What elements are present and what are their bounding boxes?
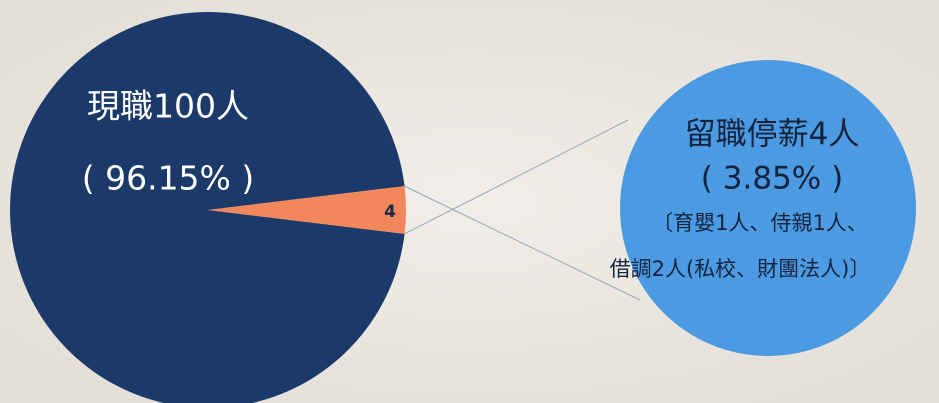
data-label: 4 (384, 202, 396, 222)
category-label: 留職停薪4人 (685, 117, 860, 153)
detail-line: 借調2人(私校、財團法人)〕 (610, 257, 871, 281)
percent-label: ( 3.85% ) (701, 161, 843, 197)
detail-circle (620, 60, 916, 356)
connector-line (404, 119, 629, 235)
connector-line (404, 185, 641, 301)
pie-slice (10, 12, 405, 403)
category-label: 現職100人 (87, 87, 249, 126)
pie-slice (208, 186, 407, 234)
detail-line: 〔育嬰1人、侍親1人、 (652, 211, 868, 235)
percent-label: ( 96.15% ) (82, 159, 255, 198)
